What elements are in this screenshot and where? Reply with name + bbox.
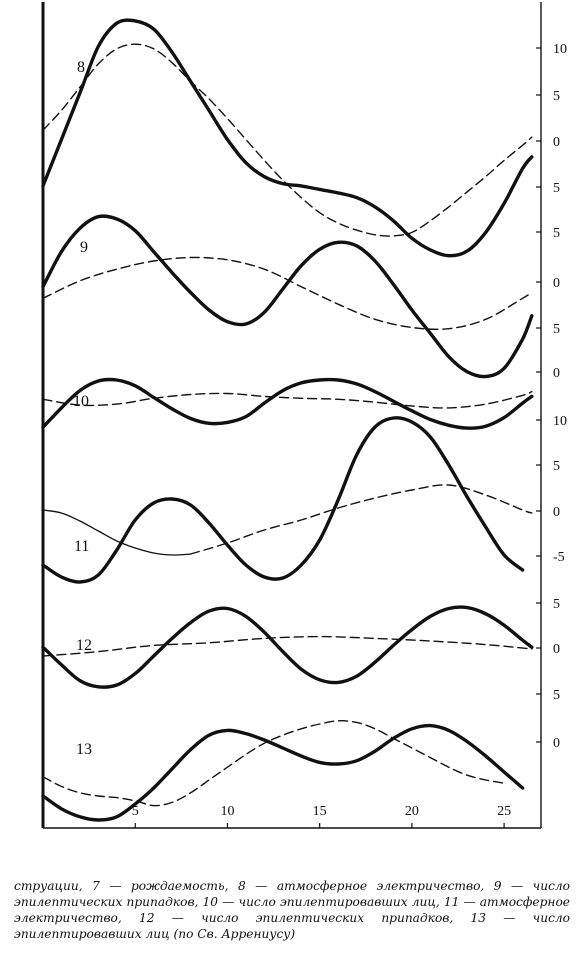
y-tick-label: 0 (553, 135, 560, 150)
chart-frame (41, 2, 542, 829)
curve-11-solid (41, 416, 525, 584)
curve-13-solid (41, 723, 525, 822)
curve-12-dashed (42, 635, 533, 657)
y-tick-label: 5 (553, 322, 560, 337)
curve-label-11: 11 (74, 538, 89, 555)
y-tick-label: 0 (553, 642, 560, 657)
chart-figure: 5 10 15 20 25 10 5 0 5 8 5 0 5 9 0 10 10 5 0 -5 11 5 0 5 12 0 13 (41, 2, 567, 829)
chart-curves (41, 18, 534, 822)
y-tick-label: 0 (553, 505, 560, 520)
x-tick-label: 10 (220, 804, 234, 819)
curve-10-dashed (42, 390, 533, 409)
y-tick-label: 10 (553, 414, 567, 429)
y-tick-label: 0 (553, 276, 560, 291)
y-tick-label: 5 (553, 688, 560, 703)
curve-label-9: 9 (80, 239, 88, 256)
chart-labels: 5 10 15 20 25 10 5 0 5 8 5 0 5 9 0 10 10 5 0 -5 11 5 0 5 12 0 13 (73, 42, 567, 819)
y-tick-label: 5 (553, 226, 560, 241)
curve-9-solid (41, 214, 534, 379)
curve-9-dashed (42, 256, 533, 331)
curve-label-8: 8 (77, 59, 85, 76)
x-tick-label: 5 (132, 804, 139, 819)
curve-8-dashed (42, 43, 533, 237)
curve-13-dashed (42, 720, 505, 807)
y-tick-label: 5 (553, 181, 560, 196)
curve-10-solid (41, 377, 534, 430)
x-tick-label: 25 (497, 804, 511, 819)
curve-label-12: 12 (76, 637, 92, 654)
y-tick-label: 0 (553, 736, 560, 751)
y-tick-label: 5 (553, 597, 560, 612)
x-tick-label: 15 (313, 804, 327, 819)
y-tick-label: 0 (553, 366, 560, 381)
y-tick-label: -5 (553, 550, 565, 565)
y-tick-label: 5 (553, 459, 560, 474)
figure-caption: струации, 7 — рождаемость, 8 — атмосферн… (14, 879, 570, 941)
curve-8-solid (41, 18, 534, 258)
x-tick-label: 20 (405, 804, 419, 819)
y-tick-label: 5 (553, 89, 560, 104)
curve-12-solid (41, 605, 534, 689)
curve-label-13: 13 (76, 741, 92, 758)
curve-11-thin (42, 509, 192, 556)
y-tick-label: 10 (553, 42, 567, 57)
curve-label-10: 10 (73, 393, 89, 410)
